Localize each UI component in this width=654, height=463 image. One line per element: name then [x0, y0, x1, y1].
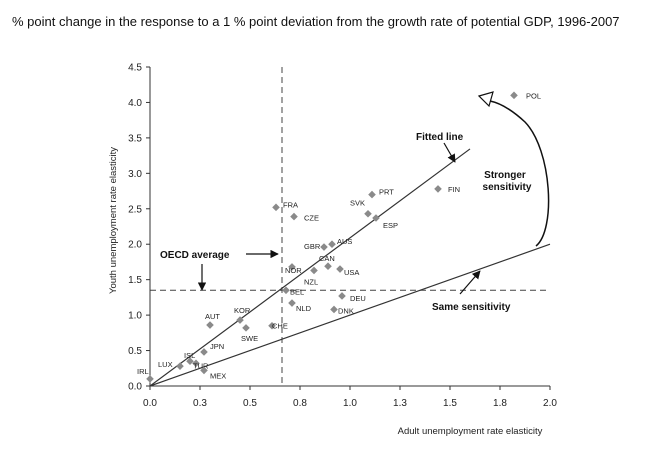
y-tick-label: 3.0 — [128, 169, 142, 180]
data-point-usa — [336, 265, 344, 273]
point-label-usa: USA — [344, 268, 359, 277]
data-point-swe — [242, 324, 250, 332]
annotations: OECD average Fitted line Same sensitivity S… — [160, 91, 550, 313]
point-label-nzl: NZL — [304, 277, 318, 286]
data-point-deu — [338, 292, 346, 300]
x-tick-label: 0.8 — [293, 398, 307, 409]
point-label-pol: POL — [526, 91, 541, 100]
x-tick-label: 1.5 — [443, 398, 457, 409]
point-label-lux: LUX — [158, 360, 173, 369]
point-label-jpn: JPN — [210, 342, 224, 351]
point-label-isl: ISL — [184, 351, 195, 360]
stronger-sensitivity-arrowhead — [477, 91, 494, 108]
data-point-svk — [364, 209, 372, 218]
data-point-bel — [282, 286, 290, 295]
x-tick-label: 0.3 — [193, 398, 207, 409]
y-tick-label: 4.5 — [128, 63, 142, 74]
data-point-aus — [328, 240, 336, 249]
data-point-che — [268, 321, 276, 330]
x-tick-label: 0.5 — [243, 398, 257, 409]
point-label-nld: NLD — [296, 304, 312, 313]
point-label-tur: TUR — [193, 361, 209, 370]
point-label-prt: PRT — [379, 188, 394, 197]
point-label-fin: FIN — [448, 185, 460, 194]
point-label-bel: BEL — [290, 287, 304, 296]
y-axis-title: Youth unemployment rate elasticity — [108, 147, 119, 294]
stronger-sensitivity-curve — [489, 100, 550, 247]
point-label-swe: SWE — [241, 334, 258, 343]
data-point-pol — [510, 91, 518, 100]
data-point-cze — [290, 212, 298, 221]
x-tick-label: 0.0 — [143, 398, 157, 409]
data-point-jpn — [200, 348, 208, 356]
stronger-sensitivity-label-line1: Stronger — [484, 170, 526, 181]
y-tick-label: 1.5 — [128, 275, 142, 286]
data-points: POL FIN PRT SVK ESP FRA CZE AUS GBR NOR CAN USA NZLB… — [137, 91, 541, 383]
data-point-kor — [236, 316, 244, 324]
point-label-aus: AUS — [337, 237, 352, 246]
data-point-can — [324, 262, 332, 270]
fitted-line-arrow — [443, 142, 456, 163]
y-tick-label: 3.5 — [128, 133, 142, 144]
point-label-aut: AUT — [205, 312, 220, 321]
point-label-deu: DEU — [350, 294, 366, 303]
oecd-average-label: OECD average — [160, 250, 230, 261]
y-tick-label: 4.0 — [128, 98, 142, 109]
fitted-line-label: Fitted line — [416, 132, 464, 143]
figure-title: % point change in the response to a 1 % … — [12, 14, 620, 29]
data-point-gbr — [320, 243, 328, 251]
data-point-irl — [146, 375, 154, 383]
x-tick-label: 2.0 — [543, 398, 557, 409]
x-tick-label: 1.0 — [343, 398, 357, 409]
same-sensitivity-label: Same sensitivity — [432, 302, 511, 313]
point-label-gbr: GBR — [304, 242, 321, 251]
data-point-prt — [368, 190, 376, 199]
point-label-fra: FRA — [283, 200, 298, 209]
data-point-isl — [186, 357, 194, 365]
data-point-tur — [192, 359, 200, 368]
y-tick-label: 2.0 — [128, 240, 142, 251]
point-label-che: CHE — [272, 322, 288, 331]
point-label-can: CAN — [319, 254, 335, 263]
data-point-lux — [176, 362, 184, 370]
y-tick-label: 2.5 — [128, 204, 142, 215]
point-label-cze: CZE — [304, 214, 319, 223]
reference-lines — [149, 67, 551, 387]
point-label-svk: SVK — [350, 199, 365, 208]
point-label-nor: NOR — [285, 266, 302, 275]
y-tick-label: 1.0 — [128, 311, 142, 322]
same-sensitivity-arrow — [459, 270, 481, 295]
data-point-nor — [288, 263, 296, 271]
data-point-dnk — [330, 305, 338, 314]
fitted-line — [149, 148, 471, 387]
data-point-nld — [288, 299, 296, 307]
point-label-irl: IRL — [137, 367, 149, 376]
data-point-nzl — [310, 266, 318, 275]
point-label-esp: ESP — [383, 221, 398, 230]
x-axis-title: Adult unemployment rate elasticity — [398, 426, 543, 437]
data-point-esp — [372, 214, 380, 222]
stronger-sensitivity-label-line2: sensitivity — [483, 182, 532, 193]
data-point-fin — [434, 185, 442, 193]
y-tick-label: 0.5 — [128, 346, 142, 357]
same-sensitivity-line — [149, 243, 551, 387]
x-tick-label: 1.8 — [493, 398, 507, 409]
point-label-dnk: DNK — [338, 306, 354, 315]
x-tick-label: 1.3 — [393, 398, 407, 409]
data-point-fra — [272, 203, 280, 212]
data-point-mex — [200, 366, 208, 375]
data-point-aut — [206, 321, 214, 329]
point-label-kor: KOR — [234, 306, 251, 315]
point-label-mex: MEX — [210, 371, 226, 380]
y-tick-label: 0.0 — [128, 382, 142, 393]
axes: 0.0 0.5 1.0 1.5 2.0 2.5 3.0 3.5 4.0 4.5 0.0 0.3 0.5 0… — [108, 63, 557, 438]
